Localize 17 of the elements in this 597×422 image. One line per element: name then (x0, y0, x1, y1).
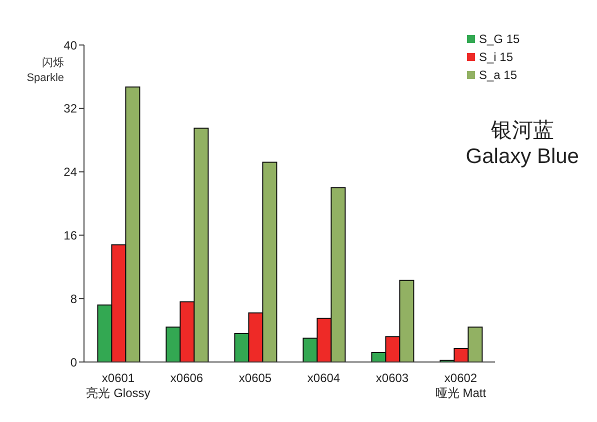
x-tick-label: x0604 (307, 371, 340, 385)
x-tick-label: x0605 (238, 371, 272, 385)
x-tick-label: x0606 (170, 371, 204, 385)
y-tick-label: 32 (64, 102, 78, 116)
text: 银河蓝 Galaxy Blue (466, 118, 579, 170)
x-tick-label: x0601 亮光 Glossy (86, 371, 150, 400)
legend-label: S_i 15 (479, 50, 514, 64)
legend-label: S_G 15 (479, 32, 520, 46)
legend-label: S_a 15 (479, 68, 518, 82)
y-tick-label: 40 (64, 38, 78, 52)
y-tick-label: 24 (64, 165, 78, 180)
x-tick-label: x0602 哑光 Matt (435, 371, 487, 400)
y-tick-label: 0 (70, 355, 78, 370)
y-tick-label: 8 (70, 292, 78, 306)
x-tick-label: x0603 (376, 371, 409, 385)
y-tick-label: 16 (64, 228, 78, 242)
y-axis-title: 闪烁 Sparkle (26, 56, 64, 86)
